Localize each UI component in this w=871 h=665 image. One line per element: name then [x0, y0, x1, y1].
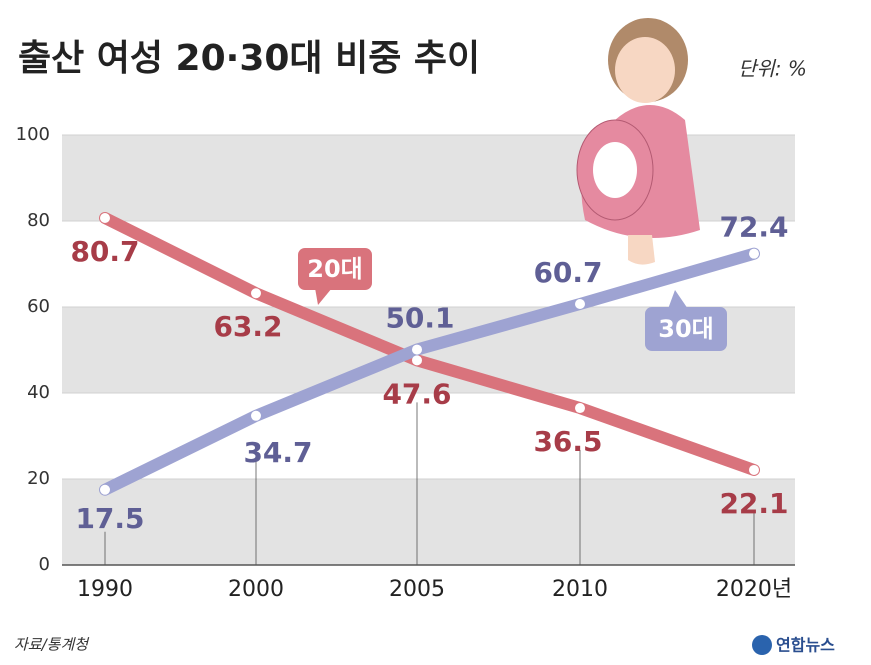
- point: [749, 465, 759, 475]
- data-label: 34.7: [243, 436, 312, 469]
- y-tick-label: 60: [27, 296, 50, 317]
- point: [749, 249, 759, 259]
- legs: [628, 235, 655, 265]
- point: [100, 485, 110, 495]
- source: 자료/통계청: [14, 636, 90, 654]
- y-tick-label: 20: [27, 468, 50, 489]
- data-label: 80.7: [70, 235, 139, 268]
- logo: 연합뉴스: [776, 636, 835, 655]
- point: [100, 213, 110, 223]
- data-label: 72.4: [719, 211, 788, 244]
- data-label: 36.5: [533, 425, 602, 458]
- x-tick-label: 2000: [228, 577, 284, 602]
- point: [412, 355, 422, 365]
- x-tick-label: 2010: [552, 577, 608, 602]
- grid-band: [62, 479, 795, 565]
- data-label: 50.1: [385, 302, 454, 335]
- face: [615, 37, 675, 103]
- y-tick-label: 100: [16, 124, 50, 145]
- y-tick-label: 40: [27, 382, 50, 403]
- point: [251, 288, 261, 298]
- data-label: 17.5: [75, 502, 144, 535]
- legend-label: 30대: [658, 315, 713, 343]
- data-label: 63.2: [213, 310, 282, 343]
- chart: 출산 여성 20·30대 비중 추이 단위: % 자료/통계청 연합뉴스 20대…: [0, 0, 871, 665]
- data-label: 22.1: [719, 487, 788, 520]
- point: [575, 403, 585, 413]
- data-label: 60.7: [533, 256, 602, 289]
- data-label: 47.6: [382, 377, 451, 410]
- y-tick-label: 80: [27, 210, 50, 231]
- legend-label: 20대: [307, 255, 362, 283]
- chart-title: 출산 여성 20·30대 비중 추이: [18, 38, 480, 79]
- y-tick-label: 0: [39, 554, 50, 575]
- point: [412, 345, 422, 355]
- x-tick-label: 1990: [77, 577, 133, 602]
- x-tick-label: 2020년: [716, 577, 792, 602]
- unit-label: 단위: %: [738, 57, 807, 81]
- logo-icon: [752, 635, 772, 655]
- point: [575, 299, 585, 309]
- x-tick-label: 2005: [389, 577, 445, 602]
- point: [251, 411, 261, 421]
- baby: [593, 142, 637, 198]
